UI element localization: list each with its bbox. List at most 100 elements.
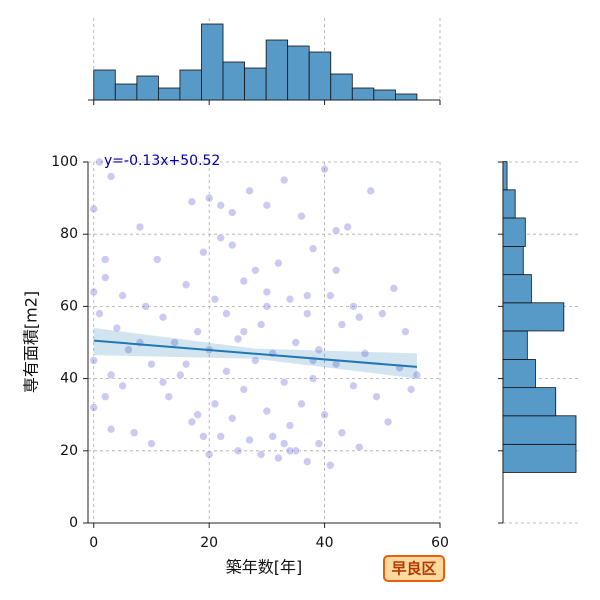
point <box>227 240 237 250</box>
point <box>268 432 277 441</box>
point <box>343 222 352 232</box>
hist-bar <box>502 415 577 445</box>
point <box>279 439 289 448</box>
point <box>89 287 99 297</box>
badge: 早良区 <box>391 560 436 578</box>
point <box>256 450 266 459</box>
y-tick-label: 60 <box>60 298 78 314</box>
point <box>372 392 381 401</box>
point <box>101 273 110 282</box>
point <box>256 320 266 329</box>
point <box>199 247 208 257</box>
point <box>285 294 295 304</box>
hist-bar <box>330 73 353 101</box>
point <box>233 334 243 344</box>
point <box>308 244 318 253</box>
point <box>147 439 156 448</box>
hist-bar <box>502 161 508 191</box>
point <box>118 381 127 391</box>
point <box>239 385 249 394</box>
point <box>193 327 202 336</box>
point <box>279 175 289 185</box>
point <box>95 157 104 167</box>
hist-bar <box>351 87 375 101</box>
point <box>181 280 191 290</box>
x-tick-label: 20 <box>200 535 218 551</box>
hist-bar <box>201 23 224 101</box>
point <box>302 457 312 466</box>
point <box>354 312 364 322</box>
point <box>152 255 162 264</box>
annotation: y=-0.13x+50.52 <box>104 153 220 169</box>
point <box>251 356 260 365</box>
point <box>216 432 226 441</box>
point <box>320 410 329 420</box>
point <box>389 284 399 293</box>
point <box>118 291 127 300</box>
point <box>302 291 312 300</box>
point <box>314 439 324 448</box>
point <box>216 233 226 243</box>
y-tick-label: 0 <box>69 515 78 531</box>
point <box>406 385 416 394</box>
hist-bar <box>502 387 557 417</box>
hist-bar <box>114 83 138 101</box>
point <box>135 222 145 232</box>
point <box>314 345 324 355</box>
point <box>210 399 220 409</box>
x-axis-label: 築年数[年] <box>226 558 303 577</box>
hist-bar <box>308 51 332 101</box>
point <box>176 370 185 380</box>
y-tick-label: 80 <box>60 226 78 242</box>
point <box>297 211 306 221</box>
point <box>326 291 335 300</box>
point <box>279 377 289 387</box>
point <box>308 374 318 383</box>
hist-bar <box>222 61 245 101</box>
y-tick-label: 100 <box>51 154 78 170</box>
point <box>239 327 249 336</box>
hist-bar <box>502 302 565 332</box>
hist-bar <box>502 443 577 473</box>
point <box>187 197 197 207</box>
point <box>101 255 110 264</box>
point <box>233 446 243 456</box>
point <box>245 435 254 445</box>
point <box>302 309 312 318</box>
point <box>297 399 306 409</box>
point <box>337 428 347 438</box>
hist-bar <box>502 330 528 360</box>
point <box>181 359 191 369</box>
point <box>245 186 254 196</box>
point <box>141 302 151 311</box>
point <box>210 294 220 304</box>
hist-bar <box>136 75 159 101</box>
point <box>285 421 295 430</box>
point <box>262 406 272 416</box>
point <box>251 265 260 275</box>
point <box>227 208 237 217</box>
hist-bar <box>394 93 418 101</box>
point <box>349 302 358 311</box>
hist-bar <box>502 217 526 247</box>
point <box>89 204 99 214</box>
point <box>95 309 104 318</box>
x-tick-label: 60 <box>431 535 449 551</box>
point <box>164 392 174 401</box>
point <box>354 442 364 452</box>
hist-bar <box>179 69 202 101</box>
point <box>360 349 370 358</box>
point <box>239 276 249 286</box>
hist-bar <box>93 69 116 101</box>
point <box>129 428 139 438</box>
point <box>204 450 214 459</box>
point <box>377 309 387 318</box>
point <box>227 414 237 423</box>
point <box>216 201 226 210</box>
hist-bar <box>373 89 396 101</box>
point <box>222 367 231 376</box>
point <box>262 287 272 297</box>
point <box>204 193 214 203</box>
point <box>320 164 329 174</box>
point <box>274 453 283 463</box>
